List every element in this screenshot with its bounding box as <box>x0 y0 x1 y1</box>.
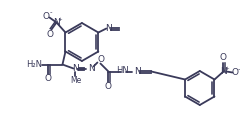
Text: O: O <box>43 12 50 21</box>
Text: N: N <box>88 64 95 73</box>
Text: Me: Me <box>70 76 81 85</box>
Text: -: - <box>237 67 240 72</box>
Text: O: O <box>98 55 105 64</box>
Text: H₂N: H₂N <box>26 60 42 69</box>
Text: N: N <box>134 67 141 76</box>
Text: O: O <box>220 53 227 62</box>
Text: O: O <box>105 82 112 91</box>
Text: +: + <box>57 17 62 22</box>
Text: O: O <box>232 68 239 77</box>
Text: N: N <box>220 67 227 76</box>
Text: O: O <box>45 74 52 83</box>
Text: +: + <box>224 66 229 71</box>
Text: HN: HN <box>116 66 129 75</box>
Text: O: O <box>47 30 54 39</box>
Text: N: N <box>53 18 60 27</box>
Text: N: N <box>72 64 79 73</box>
Text: -: - <box>49 10 52 15</box>
Text: N: N <box>105 24 112 33</box>
